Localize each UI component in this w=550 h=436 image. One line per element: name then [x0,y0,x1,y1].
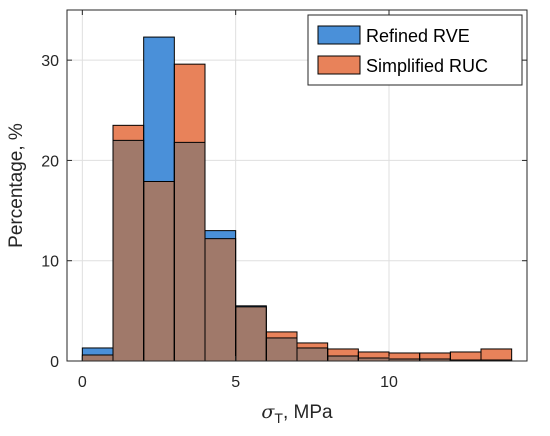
bar-overlap [143,181,175,361]
bar-refined-rve-excess [205,230,236,239]
bar-overlap [266,337,297,361]
bar-overlap [481,359,512,361]
x-tick-label: 5 [231,374,240,391]
bar-overlap [419,358,451,361]
legend: Refined RVE Simplified RUC [307,14,523,86]
bar-overlap [235,306,267,361]
bar-overlap [450,359,481,361]
x-axis-label: σT, MPa [261,401,333,426]
bar-overlap [174,142,205,361]
bar-simplified-ruc-excess [419,352,451,359]
legend-swatch-simplified-ruc [317,55,361,75]
bar-refined-rve-excess [235,305,267,307]
y-tick-label: 10 [41,254,59,271]
bar-simplified-ruc-excess [481,348,512,360]
y-tick-label: 20 [41,153,59,170]
y-tick-label: 30 [41,53,59,70]
bar-simplified-ruc-excess [113,125,144,141]
bar-overlap [327,355,359,361]
bar-overlap [389,358,420,361]
x-axis-label-subscript: T [274,410,283,426]
bar-overlap [205,238,236,361]
x-tick-label: 10 [380,374,398,391]
bar-simplified-ruc-excess [450,351,481,360]
bar-refined-rve-excess [143,37,175,182]
legend-swatch-refined-rve [317,25,361,45]
bar-overlap [82,354,113,361]
ticks-group: 0 5 10 0 10 20 30 [41,10,527,391]
bar-overlap [358,357,389,361]
bar-refined-rve-excess [82,347,113,355]
bar-overlap [113,140,144,361]
bars-group [81,36,513,362]
bar-simplified-ruc-excess [327,348,359,356]
legend-label-refined-rve: Refined RVE [366,26,470,46]
bar-overlap [297,347,328,361]
bar-simplified-ruc-excess [389,352,420,359]
bar-simplified-ruc-excess [266,331,297,338]
x-axis-label-unit: , MPa [283,402,333,423]
bar-simplified-ruc-excess [358,351,389,358]
y-axis-label: Percentage, % [6,123,27,248]
plot-border [66,9,528,362]
legend-label-simplified-ruc: Simplified RUC [366,56,488,76]
x-tick-label: 0 [78,374,87,391]
bar-simplified-ruc-excess [174,64,205,143]
bar-simplified-ruc-excess [297,342,328,348]
x-axis-label-symbol: σ [261,401,275,423]
y-tick-label: 0 [50,354,59,371]
